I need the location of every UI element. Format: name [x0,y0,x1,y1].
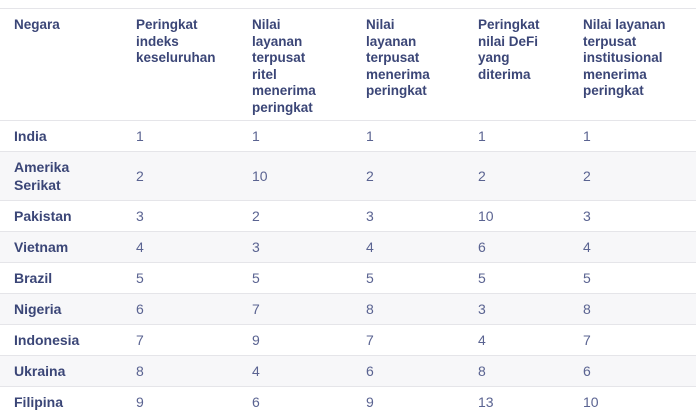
rank-cell: 6 [238,387,352,417]
rank-cell: 10 [569,387,696,417]
rank-cell: 3 [238,232,352,263]
rank-cell: 4 [238,356,352,387]
country-cell: Vietnam [0,232,122,263]
rank-cell: 7 [569,325,696,356]
rank-cell: 1 [352,121,464,152]
rank-cell: 2 [464,152,569,201]
rank-cell: 8 [464,356,569,387]
column-header-csv-rank: Nilai layanan terpusat menerima peringka… [352,9,464,121]
rank-cell: 5 [122,263,238,294]
rank-cell: 4 [569,232,696,263]
rank-cell: 9 [238,325,352,356]
rank-cell: 2 [569,152,696,201]
column-header-defi-rank: Peringkat nilai DeFi yang diterima [464,9,569,121]
rank-cell: 6 [122,294,238,325]
rank-cell: 6 [464,232,569,263]
country-cell: Ukraina [0,356,122,387]
rank-cell: 7 [122,325,238,356]
country-cell: Pakistan [0,201,122,232]
rank-cell: 7 [238,294,352,325]
column-header-overall-index-rank: Peringkat indeks keseluruhan [122,9,238,121]
rank-cell: 10 [238,152,352,201]
rank-cell: 3 [122,201,238,232]
rank-cell: 3 [464,294,569,325]
rank-cell: 9 [352,387,464,417]
rank-cell: 2 [238,201,352,232]
rank-cell: 8 [352,294,464,325]
rank-cell: 5 [569,263,696,294]
rank-cell: 6 [569,356,696,387]
rank-cell: 9 [122,387,238,417]
country-cell: India [0,121,122,152]
rank-cell: 4 [122,232,238,263]
rank-cell: 3 [352,201,464,232]
rank-cell: 8 [569,294,696,325]
column-header-country: Negara [0,9,122,121]
country-cell: Nigeria [0,294,122,325]
rank-cell: 1 [122,121,238,152]
rank-cell: 6 [352,356,464,387]
column-header-institutional-csv-rank: Nilai layanan terpusat institusional men… [569,9,696,121]
rank-cell: 5 [238,263,352,294]
rank-cell: 2 [352,152,464,201]
rank-cell: 5 [464,263,569,294]
rank-cell: 13 [464,387,569,417]
rank-cell: 10 [464,201,569,232]
rank-cell: 4 [352,232,464,263]
country-cell: Brazil [0,263,122,294]
country-cell: Filipina [0,387,122,417]
country-cell: Indonesia [0,325,122,356]
rank-cell: 8 [122,356,238,387]
rank-cell: 1 [464,121,569,152]
country-cell: Amerika Serikat [0,152,122,201]
rank-cell: 3 [569,201,696,232]
rank-cell: 2 [122,152,238,201]
rank-cell: 4 [464,325,569,356]
rank-cell: 5 [352,263,464,294]
rank-cell: 1 [569,121,696,152]
rank-cell: 1 [238,121,352,152]
rank-cell: 7 [352,325,464,356]
column-header-retail-csv-rank: Nilai layanan terpusat ritel menerima pe… [238,9,352,121]
